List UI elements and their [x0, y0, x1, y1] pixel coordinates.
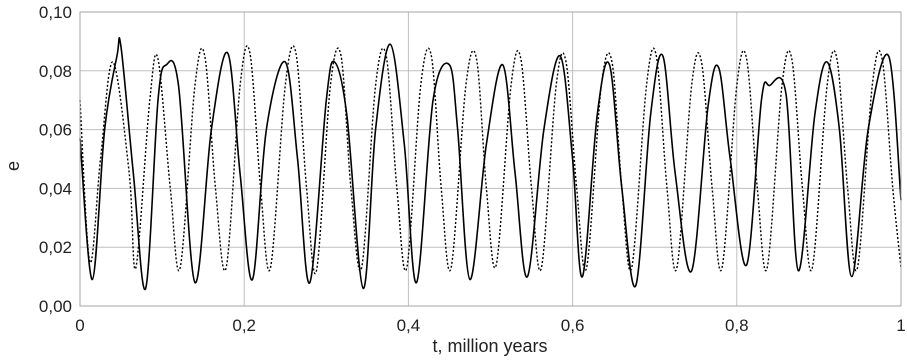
plot-frame [79, 11, 902, 307]
x-tick-label: 0,6 [561, 316, 585, 335]
x-tick-label: 1 [896, 316, 905, 335]
series-solid-line [79, 37, 902, 291]
series-layer [79, 37, 902, 291]
tick-labels: 0 0,2 0,4 0,6 0,8 1 0,00 0,02 0,04 0,06 0,08 0,10 [39, 3, 906, 335]
y-tick-label: 0,06 [39, 121, 72, 140]
y-tick-label: 0,02 [39, 238, 72, 257]
x-tick-label: 0,8 [725, 316, 749, 335]
y-tick-label: 0,10 [39, 3, 72, 22]
y-tick-label: 0,04 [39, 179, 72, 198]
x-tick-label: 0,4 [397, 316, 421, 335]
x-tick-label: 0,2 [232, 316, 256, 335]
y-axis-label: e [3, 161, 23, 171]
y-tick-label: 0,08 [39, 62, 72, 81]
series-dotted-line [79, 45, 902, 275]
x-axis-label: t, million years [432, 336, 547, 356]
x-tick-label: 0 [75, 316, 84, 335]
y-tick-label: 0,00 [39, 297, 72, 316]
grid [80, 12, 901, 306]
